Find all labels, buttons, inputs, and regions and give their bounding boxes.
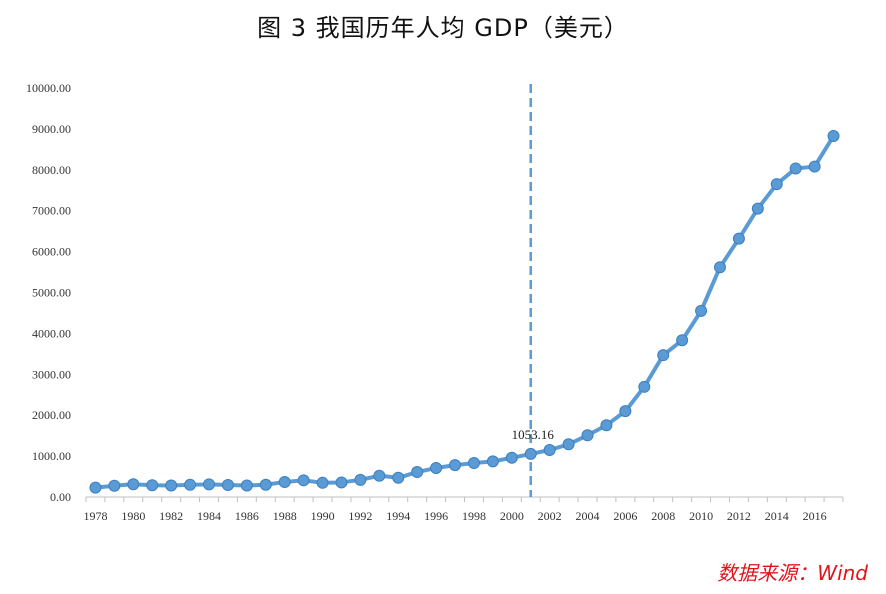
- x-tick-label: 2010: [689, 509, 713, 523]
- x-tick-label: 1994: [386, 509, 410, 523]
- x-tick-label: 2002: [538, 509, 562, 523]
- data-point: [467, 457, 480, 470]
- annotation-label: 1053.16: [512, 427, 555, 442]
- x-tick-label: 1992: [348, 509, 372, 523]
- data-point: [392, 471, 405, 484]
- y-tick-label: 9000.00: [32, 122, 71, 136]
- data-point: [713, 261, 726, 274]
- y-tick-label: 6000.00: [32, 245, 71, 259]
- data-points: [89, 129, 840, 494]
- y-tick-label: 7000.00: [32, 204, 71, 218]
- x-tick-label: 1988: [273, 509, 297, 523]
- data-point: [146, 479, 159, 492]
- y-tick-label: 4000.00: [32, 326, 71, 340]
- data-point: [316, 476, 329, 489]
- data-point: [732, 232, 745, 245]
- data-point: [297, 474, 310, 487]
- series-line: [93, 133, 836, 490]
- x-tick-label: 1982: [159, 509, 183, 523]
- data-point: [695, 304, 708, 317]
- x-tick-label: 2004: [576, 509, 600, 523]
- data-point: [657, 349, 670, 362]
- series-polyline: [93, 133, 836, 490]
- data-point: [278, 475, 291, 488]
- annotation: 1053.16: [512, 427, 555, 442]
- data-point: [259, 478, 272, 491]
- data-point: [108, 479, 121, 492]
- y-axis-labels: 0.00 1000.00 2000.00 3000.00 4000.00 5000.00 6…: [26, 81, 71, 504]
- y-tick-label: 1000.00: [32, 449, 71, 463]
- x-tick-label: 1998: [462, 509, 486, 523]
- data-point: [411, 466, 424, 479]
- data-point: [221, 478, 234, 491]
- y-tick-label: 10000.00: [26, 81, 71, 95]
- x-tick-label: 2000: [500, 509, 524, 523]
- data-point: [335, 476, 348, 489]
- x-tick-label: 1984: [197, 509, 221, 523]
- y-tick-label: 8000.00: [32, 163, 71, 177]
- data-point: [165, 479, 178, 492]
- data-point: [524, 447, 537, 460]
- x-tick-label: 1996: [424, 509, 448, 523]
- y-tick-label: 5000.00: [32, 286, 71, 300]
- data-point: [203, 478, 216, 491]
- x-tick-label: 2012: [727, 509, 751, 523]
- data-point: [373, 469, 386, 482]
- data-point: [127, 478, 140, 491]
- data-point: [676, 334, 689, 347]
- chart-title: 图 3 我国历年人均 GDP（美元）: [257, 14, 629, 42]
- data-point: [184, 478, 197, 491]
- x-tick-label: 2014: [765, 509, 789, 523]
- data-point: [789, 162, 802, 175]
- data-point: [808, 160, 821, 173]
- x-tick-label: 2006: [613, 509, 637, 523]
- data-point: [581, 429, 594, 442]
- data-point: [449, 459, 462, 472]
- data-point: [89, 481, 102, 494]
- data-point: [354, 473, 367, 486]
- x-tick-label: 1990: [311, 509, 335, 523]
- y-tick-label: 3000.00: [32, 367, 71, 381]
- x-tick-label: 1978: [83, 509, 107, 523]
- data-point: [562, 438, 575, 451]
- data-point: [770, 178, 783, 191]
- data-point: [430, 461, 443, 474]
- data-point: [638, 380, 651, 393]
- x-tick-label: 2008: [651, 509, 675, 523]
- y-tick-label: 2000.00: [32, 408, 71, 422]
- data-point: [619, 405, 632, 418]
- data-point: [486, 455, 499, 468]
- x-tick-label: 1980: [121, 509, 145, 523]
- data-point: [505, 451, 518, 464]
- data-point: [240, 479, 253, 492]
- data-point: [751, 202, 764, 215]
- x-tick-label: 2016: [803, 509, 827, 523]
- data-point: [827, 129, 840, 142]
- y-tick-label: 0.00: [50, 490, 71, 504]
- x-axis: 1978 1980 1982 1984 1986 1988 1990 1992 1994 1996…: [83, 496, 844, 523]
- x-tick-label: 1986: [235, 509, 259, 523]
- source-note: 数据来源：Wind: [717, 561, 868, 585]
- data-point: [543, 444, 556, 457]
- data-point: [600, 419, 613, 432]
